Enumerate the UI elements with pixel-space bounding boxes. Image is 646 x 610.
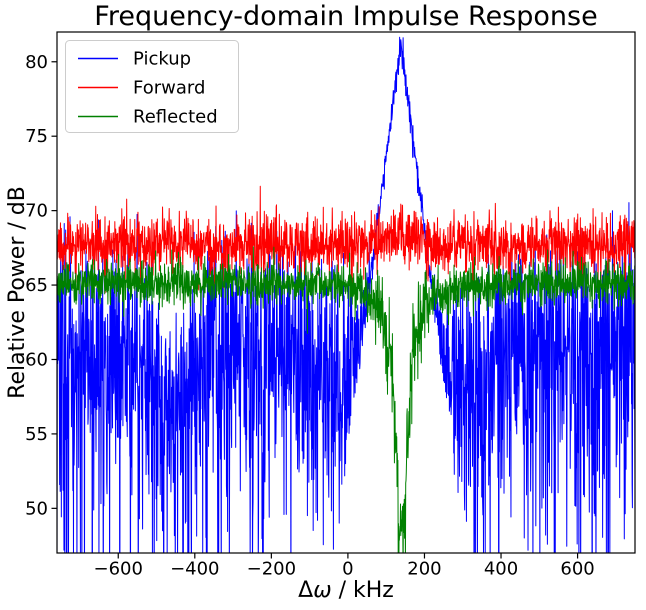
x-tick-label: 600 <box>560 559 594 580</box>
y-tick-label: 80 <box>25 52 48 73</box>
x-axis-ticks: −600 −400 −200 0 200 400 600 <box>94 553 595 580</box>
chart-title: Frequency-domain Impulse Response <box>94 1 597 32</box>
x-axis-label-omega: ω <box>313 578 331 603</box>
series-forward-line <box>57 185 635 297</box>
legend: Pickup Forward Reflected <box>65 40 239 133</box>
legend-label-reflected: Reflected <box>133 107 218 128</box>
x-tick-label: −200 <box>247 559 296 580</box>
x-tick-label: −400 <box>170 559 219 580</box>
x-axis-label-delta: Δ <box>298 578 313 603</box>
x-tick-label: 200 <box>407 559 441 580</box>
x-axis-label-unit: / kHz <box>332 578 394 603</box>
legend-label-pickup: Pickup <box>133 49 191 70</box>
x-axis-label: Δω / kHz <box>298 578 394 603</box>
legend-entry-pickup: Pickup <box>78 49 191 70</box>
legend-label-forward: Forward <box>133 78 205 99</box>
series-reflected-line <box>57 246 635 553</box>
legend-box <box>65 40 239 133</box>
x-tick-label: −600 <box>94 559 143 580</box>
y-tick-label: 65 <box>25 275 48 296</box>
y-tick-label: 75 <box>25 126 48 147</box>
x-tick-label: 0 <box>342 559 353 580</box>
y-tick-label: 50 <box>25 498 48 519</box>
y-tick-label: 70 <box>25 201 48 222</box>
x-tick-label: 400 <box>484 559 518 580</box>
y-tick-label: 55 <box>25 424 48 445</box>
y-axis-ticks: 50 55 60 65 70 75 80 <box>25 52 57 519</box>
y-tick-label: 60 <box>25 349 48 370</box>
series-pickup-line <box>57 36 635 553</box>
legend-entry-reflected: Reflected <box>78 107 218 128</box>
axes-frame <box>56 31 636 554</box>
legend-entry-forward: Forward <box>78 78 205 99</box>
y-axis-label: Relative Power / dB <box>5 186 30 399</box>
plot-series <box>57 36 635 553</box>
